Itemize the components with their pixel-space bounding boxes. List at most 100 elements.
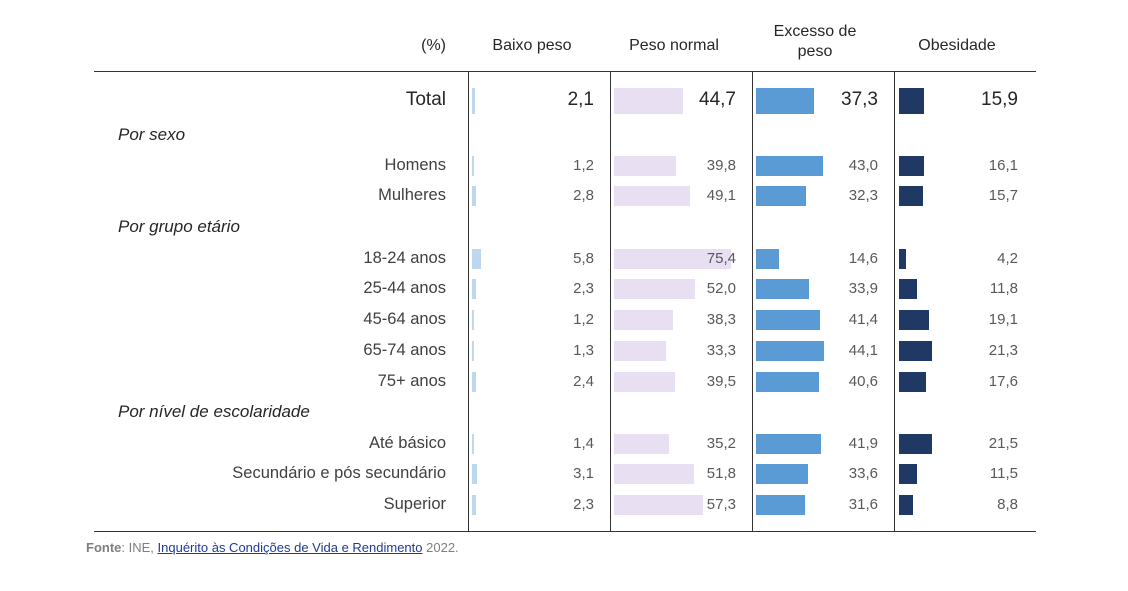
bar-baixo-peso	[472, 310, 474, 330]
data-label: 1,4	[573, 435, 594, 452]
source-link[interactable]: Inquérito às Condições de Vida e Rendime…	[157, 540, 423, 555]
bar-peso-normal	[614, 310, 674, 330]
data-label: 21,5	[988, 435, 1018, 452]
row-label: 25-44 anos	[363, 279, 446, 297]
row-label: 45-64 anos	[363, 310, 446, 328]
bar-baixo-peso	[472, 186, 477, 206]
bar-peso-normal	[614, 279, 695, 299]
bar-baixo-peso	[472, 249, 481, 269]
data-label: 11,5	[989, 465, 1018, 482]
data-label: 15,7	[988, 187, 1018, 204]
group-label: Por nível de escolaridade	[118, 402, 310, 421]
column-header: Obesidade	[918, 37, 996, 54]
bar-obesidade	[899, 495, 913, 515]
bar-peso-normal	[614, 372, 676, 392]
data-label: 2,3	[573, 496, 594, 513]
bar-excesso-de-peso	[756, 88, 814, 114]
data-label: 41,4	[848, 311, 878, 328]
data-label: 21,3	[988, 342, 1018, 359]
bar-peso-normal	[614, 341, 666, 361]
data-label: 57,3	[706, 496, 736, 513]
column-divider	[610, 71, 611, 531]
bar-baixo-peso	[472, 279, 476, 299]
bar-obesidade	[899, 434, 933, 454]
row-label: Até básico	[368, 434, 446, 452]
data-label: 2,4	[573, 373, 594, 390]
data-label: 33,9	[848, 280, 878, 297]
row-label: 75+ anos	[377, 372, 446, 390]
row-label: Total	[405, 89, 446, 110]
bar-excesso-de-peso	[756, 464, 809, 484]
data-label: 4,2	[997, 250, 1018, 267]
bar-peso-normal	[614, 186, 691, 206]
bar-baixo-peso	[472, 464, 477, 484]
row-label: Superior	[383, 495, 446, 513]
bar-peso-normal	[614, 156, 676, 176]
data-label: 2,1	[567, 89, 594, 110]
row-label: 65-74 anos	[363, 341, 446, 359]
bar-baixo-peso	[472, 341, 474, 361]
data-label: 2,8	[573, 187, 594, 204]
bar-obesidade	[899, 186, 924, 206]
data-label: 1,2	[573, 157, 594, 174]
data-label: 31,6	[848, 496, 878, 513]
bar-baixo-peso	[472, 495, 476, 515]
column-divider	[894, 71, 895, 531]
bar-obesidade	[899, 156, 924, 176]
data-label: 33,3	[706, 342, 736, 359]
data-label: 14,6	[848, 250, 878, 267]
bar-excesso-de-peso	[756, 249, 779, 269]
bar-excesso-de-peso	[756, 310, 821, 330]
source-prefix: Fonte	[86, 540, 122, 555]
bar-excesso-de-peso	[756, 279, 809, 299]
header-rule	[94, 71, 1036, 72]
data-label: 39,8	[706, 157, 736, 174]
bar-peso-normal	[614, 434, 669, 454]
data-label: 44,1	[848, 342, 878, 359]
row-label: Secundário e pós secundário	[232, 464, 446, 482]
bar-obesidade	[899, 464, 917, 484]
data-label: 43,0	[848, 157, 878, 174]
data-label: 40,6	[848, 373, 878, 390]
source-text: : INE,	[121, 540, 158, 555]
source-year: 2022.	[422, 540, 459, 555]
bar-excesso-de-peso	[756, 372, 819, 392]
bar-excesso-de-peso	[756, 341, 825, 361]
data-label: 32,3	[848, 187, 878, 204]
data-label: 16,1	[988, 157, 1018, 174]
row-label: Mulheres	[378, 186, 446, 204]
bar-excesso-de-peso	[756, 156, 823, 176]
row-label: 18-24 anos	[363, 249, 446, 267]
data-label: 1,2	[573, 311, 594, 328]
bar-peso-normal	[614, 249, 731, 269]
bar-peso-normal	[614, 464, 695, 484]
data-label: 49,1	[706, 187, 736, 204]
data-label: 51,8	[706, 465, 736, 482]
data-label: 19,1	[988, 311, 1018, 328]
source-note: Fonte: INE, Inquérito às Condições de Vi…	[86, 540, 459, 555]
data-label: 75,4	[706, 250, 736, 267]
column-header: Baixo peso	[492, 37, 572, 54]
bar-obesidade	[899, 310, 929, 330]
bar-baixo-peso	[472, 372, 476, 392]
group-label: Por grupo etário	[118, 217, 240, 236]
bar-baixo-peso	[472, 156, 474, 176]
data-label: 37,3	[841, 89, 878, 110]
bar-peso-normal	[614, 88, 684, 114]
bar-excesso-de-peso	[756, 495, 805, 515]
data-label: 44,7	[699, 89, 736, 110]
bar-obesidade	[899, 279, 918, 299]
column-header: Excesso de peso	[773, 23, 857, 60]
data-label: 39,5	[706, 373, 736, 390]
data-label: 17,6	[988, 373, 1018, 390]
bottom-rule	[94, 531, 1036, 532]
data-label: 1,3	[573, 342, 594, 359]
data-label: 11,8	[989, 280, 1018, 297]
data-label: 5,8	[573, 250, 594, 267]
data-label: 41,9	[848, 435, 878, 452]
bar-baixo-peso	[472, 434, 475, 454]
data-label: 35,2	[706, 435, 736, 452]
data-label: 2,3	[573, 280, 594, 297]
bar-excesso-de-peso	[756, 186, 807, 206]
